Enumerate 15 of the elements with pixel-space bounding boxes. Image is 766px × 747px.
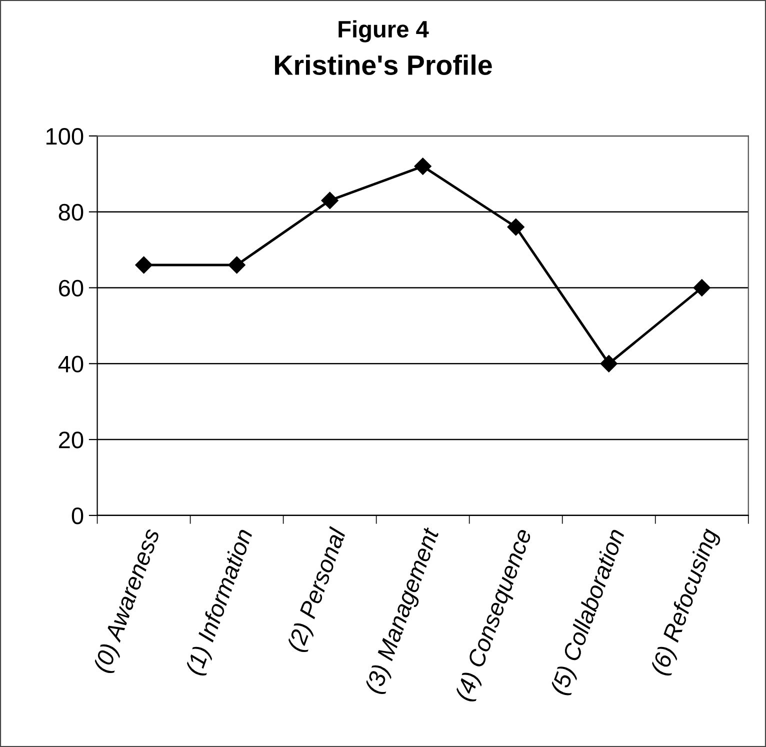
point	[414, 158, 432, 175]
y-tick-label: 20	[59, 432, 84, 448]
point	[507, 218, 524, 236]
y-tick-label: 100	[46, 128, 84, 145]
chart-subtitle: Kristine's Profile	[275, 54, 492, 75]
point	[693, 279, 710, 296]
y-tick-label: 0	[72, 508, 84, 524]
y-tick-label: 40	[58, 356, 84, 372]
point	[600, 355, 618, 372]
point	[135, 256, 152, 274]
point	[228, 256, 246, 274]
point	[321, 192, 338, 210]
y-tick-label: 80	[58, 204, 84, 221]
chart-title: Figure 4	[338, 20, 429, 42]
y-tick-label: 60	[59, 280, 84, 297]
